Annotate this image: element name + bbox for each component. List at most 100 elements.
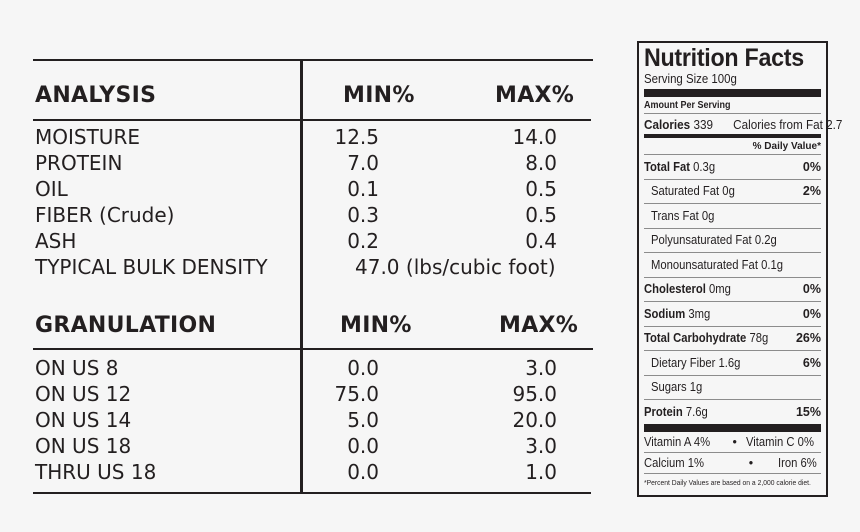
nutrient-total-fat: Total Fat 0.3g 0% [644,155,821,180]
bullet-separator: • [748,455,754,470]
nutrient-trans-fat: Trans Fat 0g [644,204,821,229]
nutrient-dv: 0% [802,306,821,321]
nutrient-dv: 26% [795,331,821,346]
nutrient-name: Protein [644,404,683,419]
nutrient-amount: 0g [722,184,735,199]
nutrient-amount: 0.1g [761,257,783,272]
analysis-min-header: MIN% [343,83,415,108]
nutrient-dv: 0% [802,159,821,174]
nutrient-monounsaturated-fat: Monounsaturated Fat 0.1g [644,253,821,278]
row-label: MOISTURE [35,125,140,149]
row-label: ON US 12 [35,382,132,406]
nutrient-amount: 0.2g [754,233,777,248]
max-value: 0.4 [525,229,557,253]
analysis-header: ANALYSIS [35,83,157,108]
nutrient-cholesterol: Cholesterol 0mg 0% [644,278,821,302]
nutrient-dv: 6% [802,355,821,370]
row-label: PROTEIN [35,151,123,175]
max-value: 14.0 [512,125,557,149]
bottom-rule [33,492,591,494]
min-value: 0.2 [347,229,379,253]
specification-table: ANALYSIS MIN% MAX% MOISTURE 12.5 14.0 PR… [33,59,593,494]
nutrient-name: Dietary Fiber [651,355,716,370]
max-value: 0.5 [525,177,557,201]
nutrition-facts-label: Nutrition Facts Serving Size 100g Amount… [637,41,842,497]
max-value: 3.0 [525,356,557,380]
footnote-text: *Percent Daily Values are based on a 2,0… [644,478,811,487]
min-value: 0.0 [347,356,379,380]
row-label: TYPICAL BULK DENSITY [35,255,268,279]
daily-value-label: % Daily Value* [752,140,821,152]
vitamin-row: Calcium 1% • Iron 6% [644,453,821,474]
bullet-separator: • [732,434,737,449]
max-value: 0.5 [525,203,557,227]
nutrient-name: Polyunsaturated Fat [651,233,752,248]
min-value: 0.0 [347,434,379,458]
nutrient-name: Saturated Fat [651,184,720,199]
table-row: TYPICAL BULK DENSITY 47.0 (lbs/cubic foo… [33,254,593,280]
calories-value: 339 [693,116,713,132]
nutrient-amount: 0.3g [693,159,716,174]
nutrient-sodium: Sodium 3mg 0% [644,302,821,327]
table-row: OIL 0.1 0.5 [33,176,593,202]
row-label: OIL [35,177,68,201]
calories-row: Calories 339 Calories from Fat 2.7 [644,114,842,134]
max-value: 1.0 [525,460,557,484]
max-value: 20.0 [512,408,557,432]
nutrient-amount: 1g [689,380,703,395]
bulk-density-value: 47.0 (lbs/cubic foot) [355,255,556,279]
amount-per-serving-label: Amount Per Serving [644,99,731,111]
row-label: ON US 14 [35,408,132,432]
nutrient-polyunsaturated-fat: Polyunsaturated Fat 0.2g [644,229,821,253]
nutrient-amount: 1.6g [718,355,741,370]
calories-label: Calories [644,116,691,132]
max-value: 8.0 [525,151,557,175]
nutrient-name: Cholesterol [644,282,706,297]
table-row: ASH 0.2 0.4 [33,228,593,254]
calories-from-fat: Calories from Fat 2.7 [732,116,843,132]
column-divider [300,59,303,494]
nutrient-sugars: Sugars 1g [644,376,821,400]
row-label: ASH [35,229,77,253]
nutrient-saturated-fat: Saturated Fat 0g 2% [644,180,821,204]
table-row: ON US 8 0.0 3.0 [33,355,593,381]
max-value: 95.0 [512,382,557,406]
nutrient-amount: 78g [749,331,769,346]
top-rule [33,59,593,61]
nutrient-amount: 0mg [709,282,731,297]
nutrition-title: Nutrition Facts [644,44,804,72]
granulation-header: GRANULATION [35,313,217,338]
serving-size: Serving Size 100g [644,71,737,86]
nutrient-name: Trans Fat [651,208,699,223]
table-row: PROTEIN 7.0 8.0 [33,150,593,176]
analysis-max-header: MAX% [495,83,575,108]
nutrient-name: Monounsaturated Fat [651,257,758,272]
nutrient-name: Sugars [651,380,687,395]
thick-divider [644,89,821,97]
vitamin-right: Iron 6% [777,455,817,470]
table-row: MOISTURE 12.5 14.0 [33,124,593,150]
granulation-max-header: MAX% [499,313,579,338]
nutrient-dietary-fiber: Dietary Fiber 1.6g 6% [644,351,821,376]
table-row: ON US 14 5.0 20.0 [33,407,593,433]
row-label: FIBER (Crude) [35,203,175,227]
nutrient-dv: 15% [795,404,821,419]
min-value: 0.0 [347,460,379,484]
nutrient-amount: 0g [701,208,715,223]
vitamin-left: Vitamin A 4% [644,434,711,449]
nutrient-name: Total Fat [644,159,691,174]
vitamin-right: Vitamin C 0% [745,434,814,449]
min-value: 0.3 [347,203,379,227]
row-label: ON US 18 [35,434,132,458]
thick-divider [644,423,821,432]
amount-per-serving: Amount Per Serving [644,97,821,114]
vitamin-row: Vitamin A 4% • Vitamin C 0% [644,432,821,453]
min-value: 75.0 [334,382,379,406]
min-value: 0.1 [347,177,379,201]
medium-divider [644,134,821,138]
nutrient-amount: 7.6g [685,404,708,419]
table-row: ON US 12 75.0 95.0 [33,381,593,407]
analysis-header-rule [33,119,591,121]
vitamin-left: Calcium 1% [644,455,705,470]
granulation-header-rule [33,348,593,350]
